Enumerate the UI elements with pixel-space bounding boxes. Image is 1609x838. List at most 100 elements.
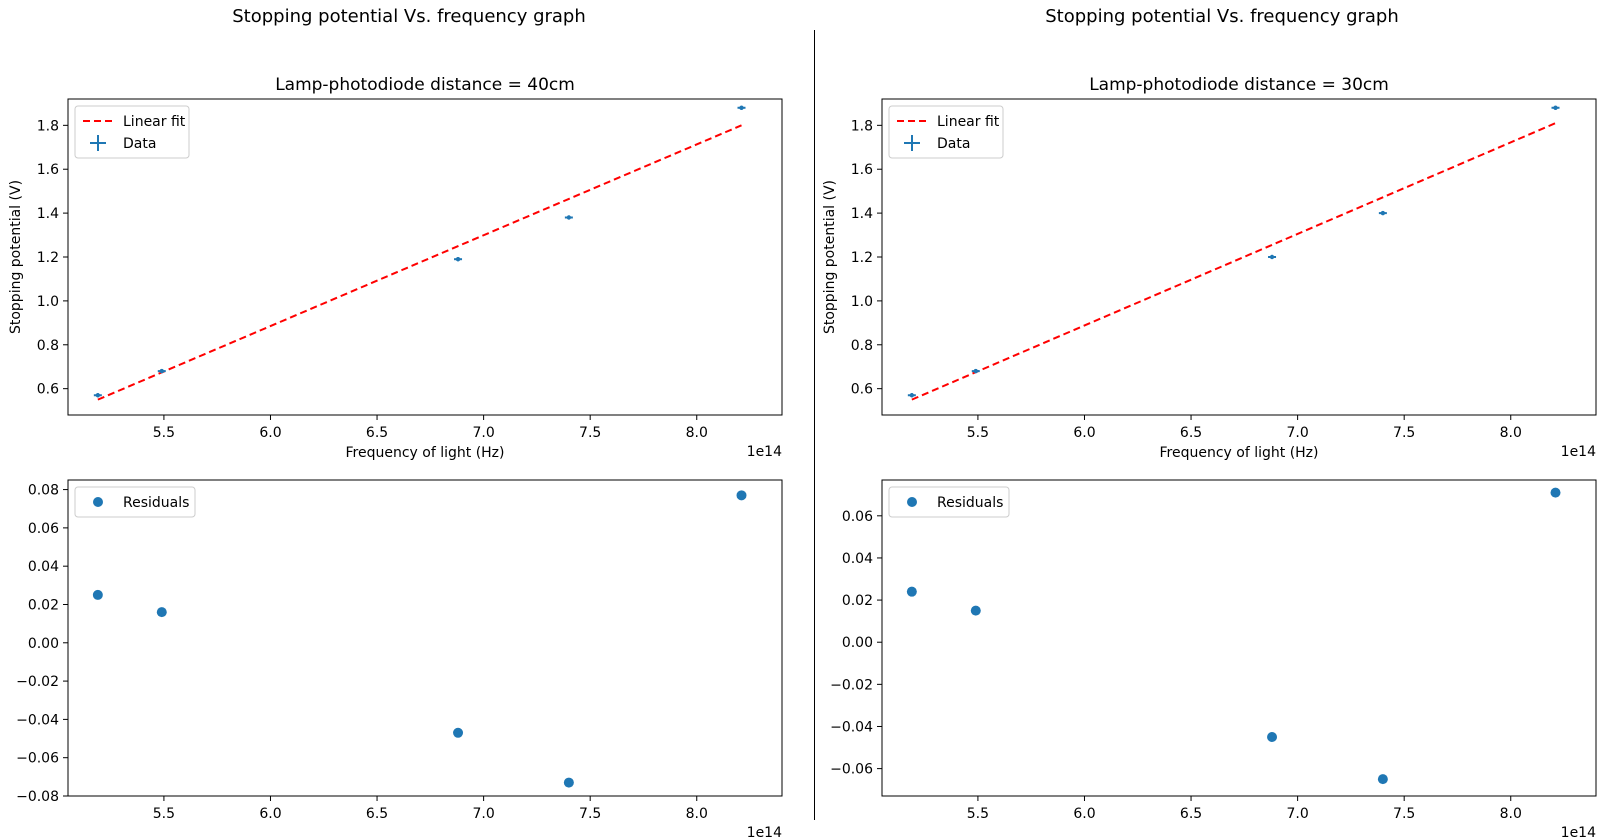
- y-tick-label: −0.08: [16, 789, 59, 805]
- legend-label: Linear fit: [123, 114, 186, 130]
- linear-fit-line: [97, 124, 742, 401]
- legend-point-swatch: [93, 497, 103, 507]
- residual-point: [563, 777, 574, 788]
- x-tick-label: 6.5: [366, 425, 388, 441]
- data-point: [455, 256, 461, 262]
- x-tick-label: 6.5: [1180, 806, 1202, 822]
- y-tick-label: 0.6: [851, 382, 873, 398]
- x-tick-label: 7.0: [472, 425, 494, 441]
- data-point: [159, 368, 164, 374]
- x-tick-label: 7.0: [472, 806, 494, 822]
- residual-point: [906, 586, 917, 597]
- y-tick-label: 0.6: [37, 382, 59, 398]
- x-tick-label: 7.0: [1286, 806, 1308, 822]
- x-tick-label: 8.0: [686, 806, 708, 822]
- legend-label: Residuals: [937, 495, 1003, 511]
- x-tick-label: 6.0: [1073, 425, 1095, 441]
- y-axis-label: Stopping potential (V): [822, 180, 838, 334]
- y-tick-label: −0.02: [16, 674, 59, 690]
- legend-label: Data: [123, 136, 156, 152]
- data-point: [1553, 105, 1558, 110]
- x-tick-label: 7.5: [1393, 425, 1415, 441]
- y-tick-label: −0.06: [830, 762, 873, 778]
- plot-frame: [67, 479, 783, 797]
- residual-point: [1267, 732, 1278, 743]
- y-tick-label: 0.06: [28, 521, 59, 537]
- residual-point: [92, 589, 103, 600]
- y-tick-label: 1.8: [37, 118, 59, 134]
- residual-point: [736, 490, 747, 501]
- x-offset-text: 1e14: [1561, 825, 1596, 838]
- y-tick-label: 0.08: [28, 483, 59, 499]
- x-tick-label: 7.5: [579, 425, 601, 441]
- residual-point: [453, 727, 464, 738]
- x-tick-label: 7.5: [1393, 806, 1415, 822]
- data-point: [95, 393, 101, 398]
- legend-label: Data: [937, 136, 970, 152]
- x-tick-label: 6.0: [1073, 806, 1095, 822]
- x-tick-label: 5.5: [153, 806, 175, 822]
- x-tick-label: 5.5: [153, 425, 175, 441]
- left-suptitle: Stopping potential Vs. frequency graph: [232, 6, 586, 27]
- x-tick-label: 8.0: [686, 425, 708, 441]
- x-tick-label: 6.0: [259, 425, 281, 441]
- legend-box: [74, 105, 190, 159]
- x-axis-label: Frequency of light (Hz): [1160, 445, 1319, 461]
- x-offset-text: 1e14: [1561, 444, 1596, 460]
- residual-point: [1550, 487, 1561, 498]
- y-tick-label: 1.2: [851, 250, 873, 266]
- y-tick-label: −0.06: [16, 751, 59, 767]
- panel-divider: [814, 30, 815, 820]
- y-tick-label: 0.02: [842, 593, 873, 609]
- y-axis-label: Stopping potential (V): [8, 180, 24, 334]
- data-point: [973, 368, 978, 374]
- legend-label: Residuals: [123, 495, 189, 511]
- y-tick-label: 1.6: [37, 162, 59, 178]
- data-point: [566, 215, 572, 220]
- x-offset-text: 1e14: [747, 825, 782, 838]
- residual-point: [970, 605, 981, 616]
- y-tick-label: 0.00: [842, 635, 873, 651]
- chart-title: Lamp-photodiode distance = 40cm: [275, 75, 575, 95]
- chart-title: Lamp-photodiode distance = 30cm: [1089, 75, 1389, 95]
- legend-box: [888, 105, 1004, 159]
- y-tick-label: 0.04: [842, 551, 873, 567]
- x-tick-label: 8.0: [1500, 425, 1522, 441]
- y-tick-label: −0.04: [16, 712, 59, 728]
- legend-box: [74, 486, 196, 518]
- y-tick-label: 1.8: [851, 118, 873, 134]
- y-tick-label: 0.02: [28, 597, 59, 613]
- data-point: [909, 393, 915, 398]
- right-suptitle: Stopping potential Vs. frequency graph: [1045, 6, 1399, 27]
- x-tick-label: 5.5: [967, 806, 989, 822]
- x-axis-label: Frequency of light (Hz): [346, 445, 505, 461]
- residual-point: [156, 607, 167, 618]
- y-tick-label: −0.02: [830, 677, 873, 693]
- data-point: [739, 105, 744, 110]
- x-tick-label: 6.5: [1180, 425, 1202, 441]
- y-tick-label: 1.4: [37, 206, 59, 222]
- y-tick-label: 0.8: [851, 338, 873, 354]
- data-point: [1269, 254, 1275, 260]
- plot-frame: [881, 479, 1597, 797]
- residual-point: [1377, 774, 1388, 785]
- y-tick-label: 0.00: [28, 636, 59, 652]
- x-tick-label: 5.5: [967, 425, 989, 441]
- x-tick-label: 7.0: [1286, 425, 1308, 441]
- x-tick-label: 8.0: [1500, 806, 1522, 822]
- y-tick-label: 1.0: [37, 294, 59, 310]
- y-tick-label: 0.8: [37, 338, 59, 354]
- x-tick-label: 6.5: [366, 806, 388, 822]
- y-tick-label: 0.04: [28, 559, 59, 575]
- legend-label: Linear fit: [937, 114, 1000, 130]
- y-tick-label: 1.6: [851, 162, 873, 178]
- y-tick-label: 1.4: [851, 206, 873, 222]
- y-tick-label: 1.0: [851, 294, 873, 310]
- y-tick-label: −0.04: [830, 719, 873, 735]
- x-offset-text: 1e14: [747, 444, 782, 460]
- legend-box: [888, 486, 1010, 518]
